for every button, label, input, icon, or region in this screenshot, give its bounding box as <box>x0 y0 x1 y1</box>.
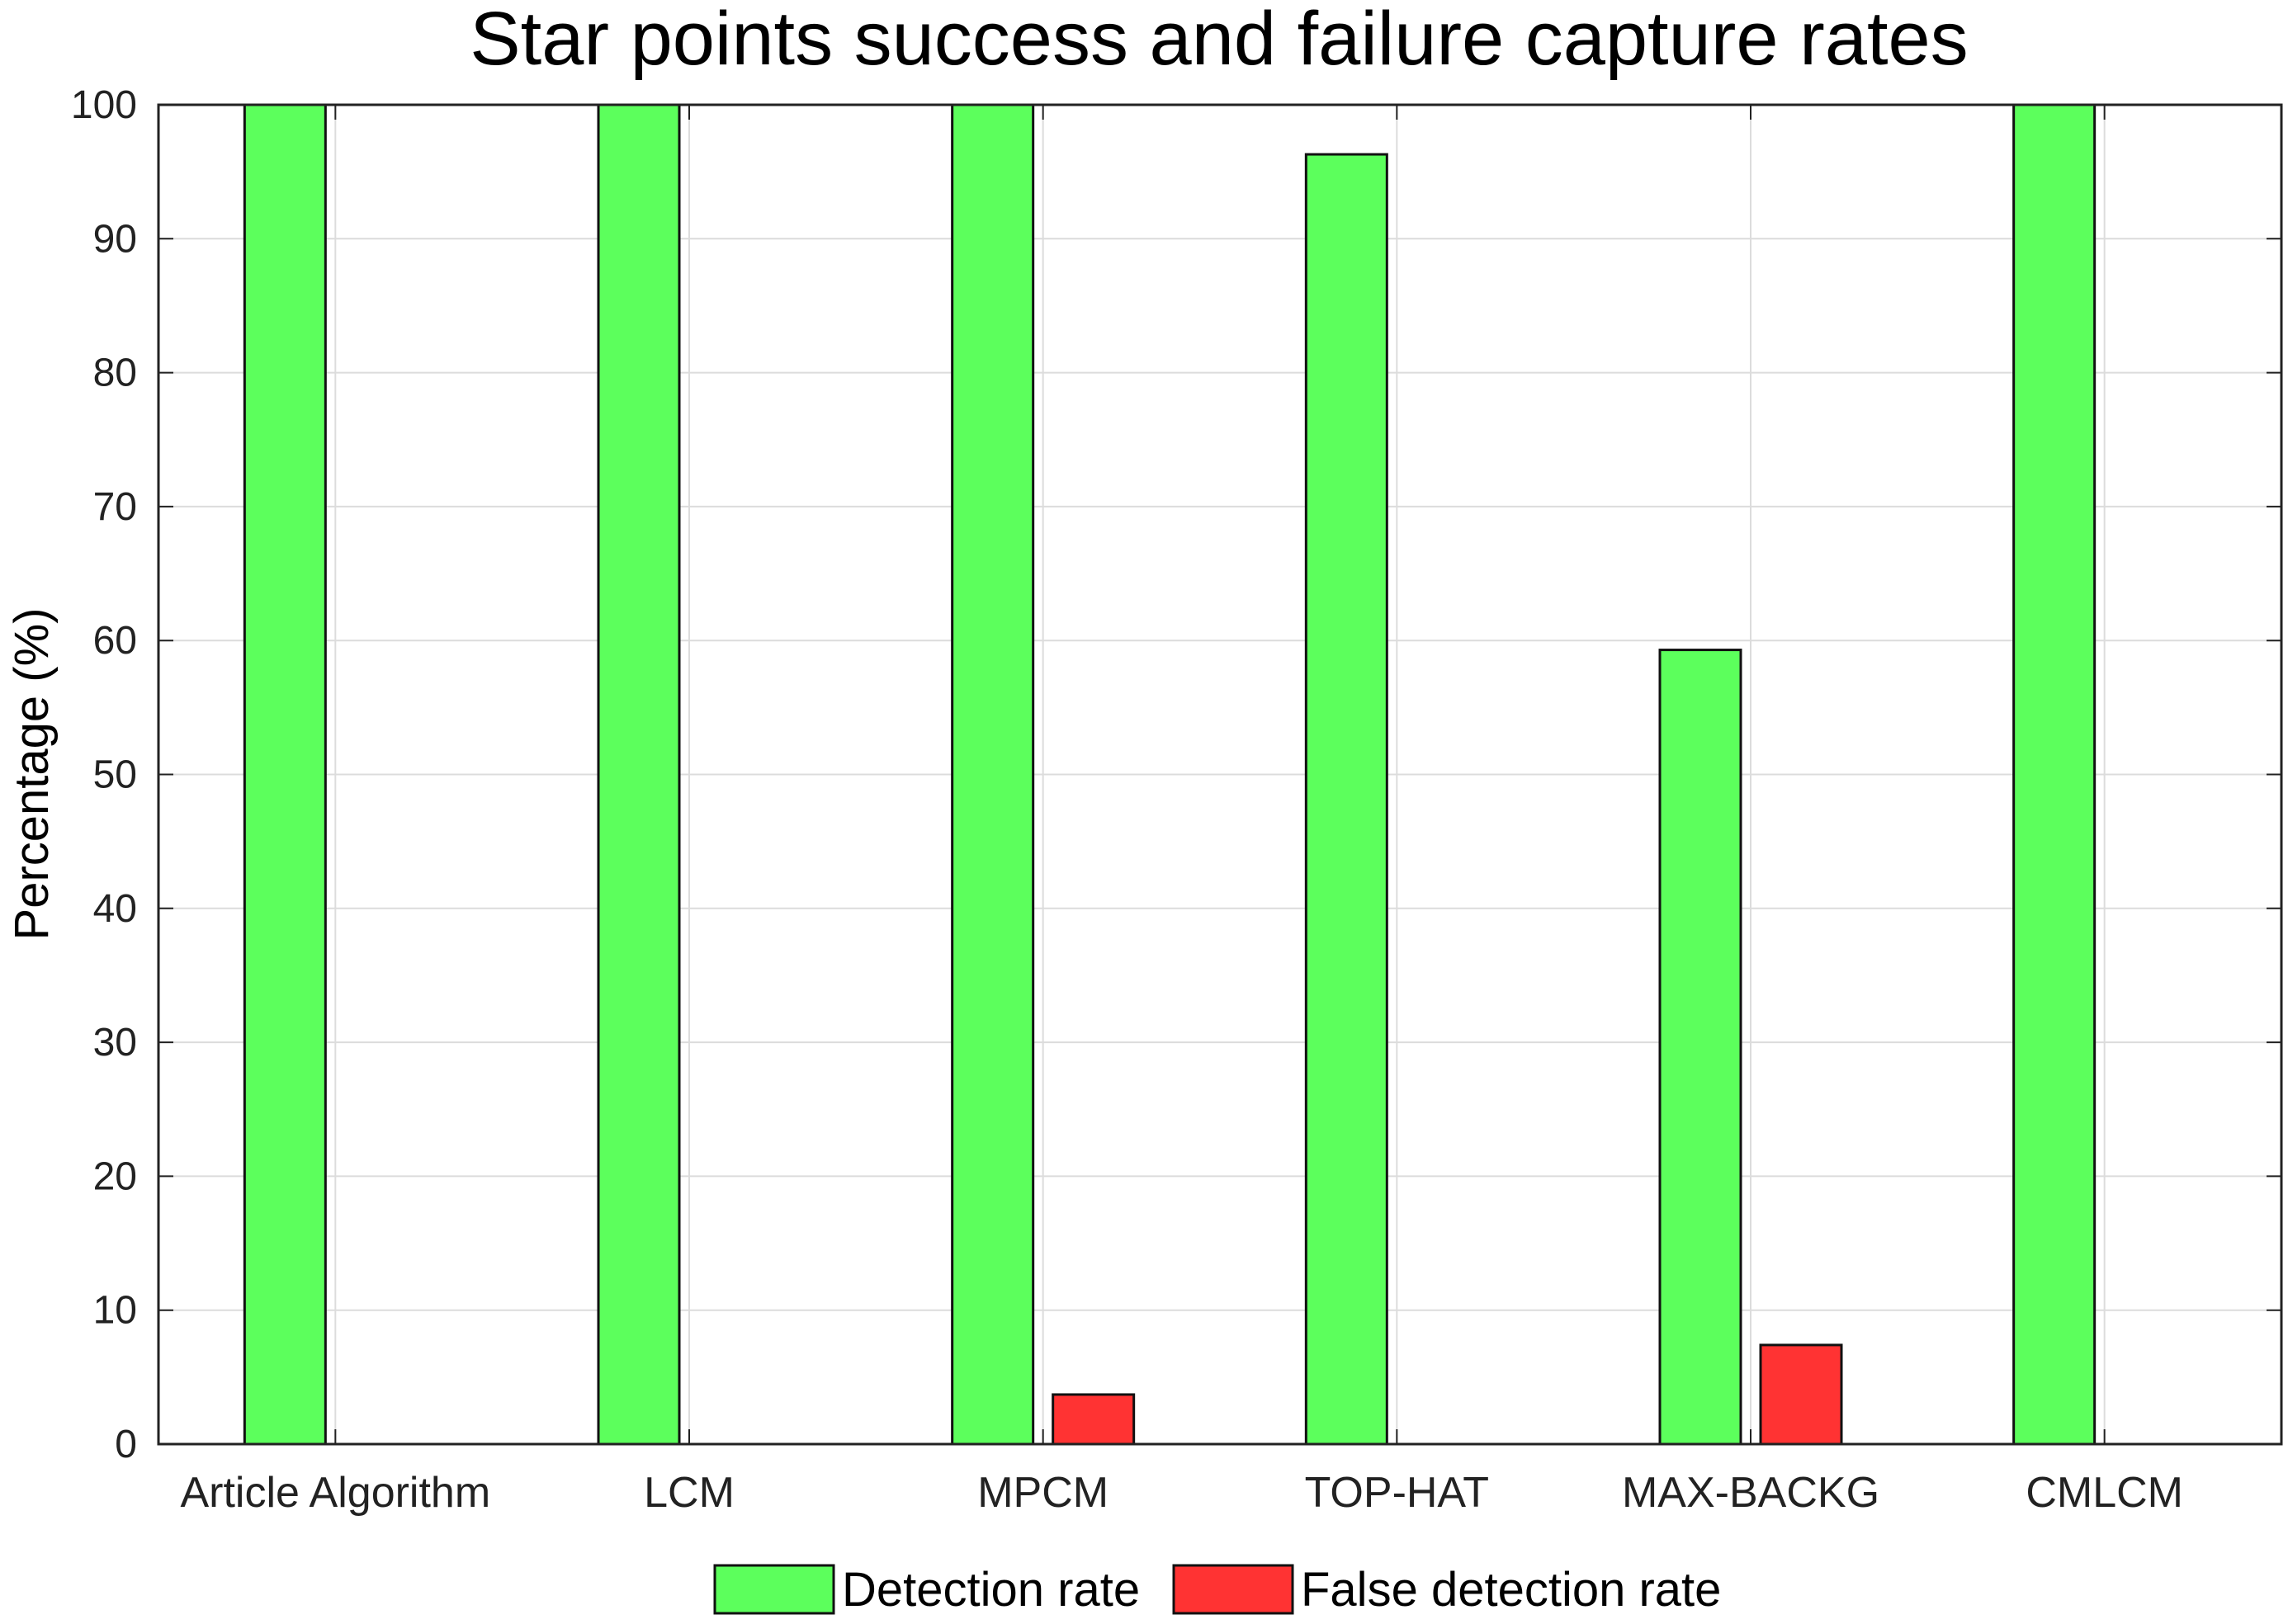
y-tick-label: 10 <box>93 1289 137 1333</box>
bars <box>243 103 2097 1446</box>
detection-rate-bar <box>951 103 1035 1446</box>
detection-rate-bar <box>1658 649 1742 1446</box>
y-tick-label: 80 <box>93 352 137 395</box>
false-detection-rate-bar <box>1759 1343 1843 1446</box>
legend-false-detection-rate-label: False detection rate <box>1301 1563 1721 1617</box>
y-tick-label: 70 <box>93 485 137 529</box>
legend-false-detection-rate-swatch <box>1172 1564 1294 1615</box>
grid-lines <box>158 105 2281 1444</box>
legend-detection-rate-label: Detection rate <box>842 1563 1140 1617</box>
x-tick-label: Article Algorithm <box>180 1469 490 1517</box>
plot-area: 0 10 20 30 40 50 60 70 80 90 100 Article Algorithm… <box>71 83 2283 1517</box>
y-tick-label: 0 <box>115 1423 137 1466</box>
x-tick-label: MPCM <box>977 1469 1109 1517</box>
detection-rate-bar <box>1304 153 1388 1446</box>
x-tick-label: TOP-HAT <box>1305 1469 1489 1517</box>
detection-rate-bar <box>597 103 681 1446</box>
detection-rate-bar <box>243 103 327 1446</box>
y-tick-label: 50 <box>93 753 137 797</box>
y-tick-label: 20 <box>93 1154 137 1198</box>
x-tick-label: CMLCM <box>2026 1469 2183 1517</box>
y-tick-label: 40 <box>93 887 137 931</box>
y-tick-label: 90 <box>93 217 137 261</box>
legend: Detection rate False detection rate <box>713 1563 1721 1617</box>
y-tick-label: 30 <box>93 1021 137 1065</box>
y-axis-label: Percentage (%) <box>5 608 59 941</box>
detection-rate-bar <box>2012 103 2097 1446</box>
x-tick-label: LCM <box>644 1469 735 1517</box>
y-tick-label: 100 <box>71 83 137 127</box>
x-axis-ticks: Article Algorithm LCM MPCM TOP-HAT MAX-BACKG… <box>180 105 2183 1517</box>
y-tick-label: 60 <box>93 619 137 663</box>
chart-title: Star points success and failure capture … <box>470 0 1968 81</box>
false-detection-rate-bar <box>1052 1393 1136 1446</box>
x-tick-label: MAX-BACKG <box>1622 1469 1879 1517</box>
legend-detection-rate-swatch <box>713 1564 835 1615</box>
y-axis-ticks: 0 10 20 30 40 50 60 70 80 90 100 <box>71 83 2281 1466</box>
